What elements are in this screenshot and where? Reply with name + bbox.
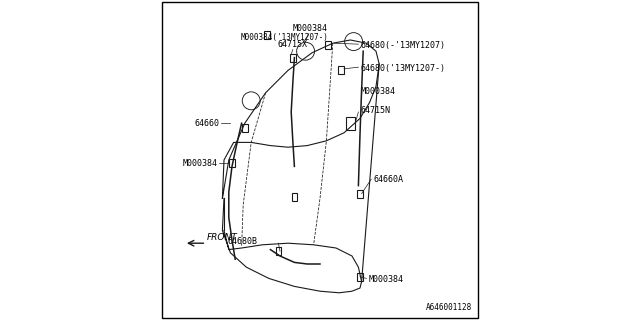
Text: 64715X: 64715X [278, 40, 308, 49]
Text: M000384: M000384 [182, 159, 218, 168]
Text: M000384: M000384 [361, 87, 396, 96]
Text: 64715N: 64715N [361, 106, 391, 115]
Text: M000384: M000384 [369, 276, 404, 284]
Text: 64680B: 64680B [228, 237, 258, 246]
Text: 64660: 64660 [194, 119, 219, 128]
Text: FRONT: FRONT [206, 233, 237, 242]
Text: A646001128: A646001128 [426, 303, 472, 312]
Text: M000384: M000384 [293, 24, 328, 33]
Text: M000384('13MY1207-): M000384('13MY1207-) [241, 33, 329, 42]
Text: 64680(-'13MY1207): 64680(-'13MY1207) [361, 41, 446, 50]
Text: 64660A: 64660A [374, 175, 404, 184]
Text: 64680('13MY1207-): 64680('13MY1207-) [361, 64, 446, 73]
